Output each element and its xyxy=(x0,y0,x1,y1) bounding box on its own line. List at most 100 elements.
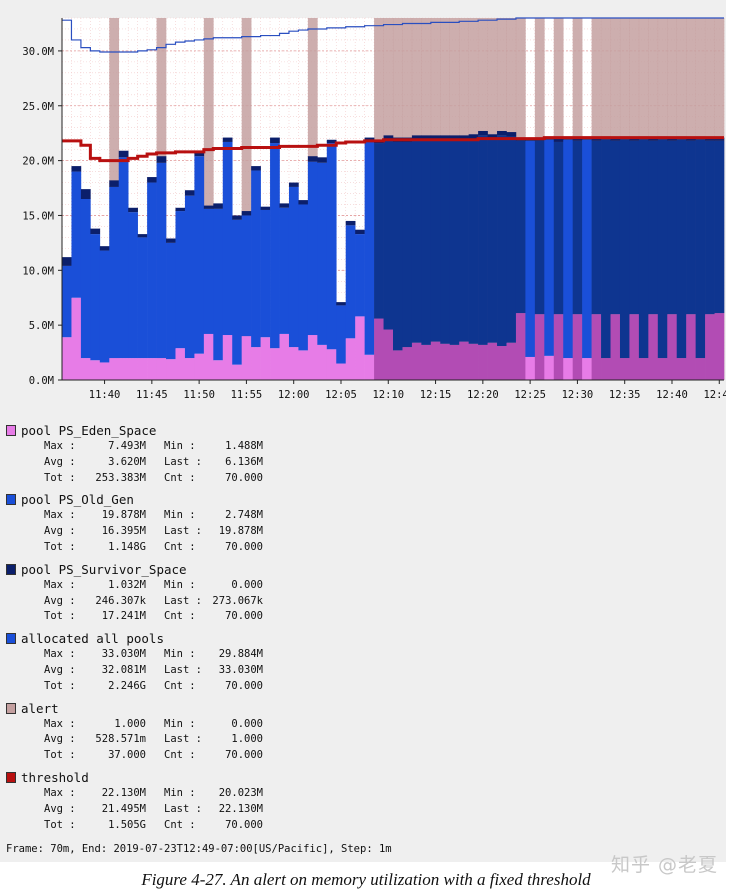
eden-bar xyxy=(137,358,148,380)
y-tick-label: 15.0M xyxy=(22,210,54,222)
old-gen-bar xyxy=(468,138,479,344)
stat-cell: 33.030M xyxy=(101,648,146,661)
stat-cell: Avg : xyxy=(44,525,76,538)
survivor-bar xyxy=(260,206,271,210)
stat-cell: 16.395M xyxy=(101,525,146,538)
stat-cell: Tot : xyxy=(44,818,76,831)
old-gen-bar xyxy=(714,140,725,314)
x-tick-label: 11:40 xyxy=(89,389,121,401)
stat-cell: 0.000 xyxy=(231,578,263,591)
survivor-bar xyxy=(497,130,507,136)
eden-bar xyxy=(270,348,280,380)
legend-stats: Max : 7.493M Min : 1.488M Avg : 3.620M Last : 6… xyxy=(44,439,406,486)
stat-cell: Cnt : xyxy=(164,818,196,831)
old-gen-bar xyxy=(449,139,460,345)
stat-cell: 1.032M xyxy=(108,578,146,591)
stat-cell: Tot : xyxy=(44,610,76,623)
legend-entry-title: allocated all pools xyxy=(6,630,406,647)
eden-bar xyxy=(544,355,555,380)
eden-bar xyxy=(525,356,536,380)
legend-entry: allocated all pools Max : 33.030M Min : 29.8… xyxy=(6,630,406,694)
stat-cell: 273.067k xyxy=(212,594,263,607)
old-gen-bar xyxy=(648,140,659,315)
old-gen-bar xyxy=(553,141,564,315)
old-gen-bar xyxy=(534,140,545,315)
survivor-bar xyxy=(71,166,82,172)
eden-bar xyxy=(307,335,318,380)
stat-cell: Last : xyxy=(164,594,202,607)
eden-bar xyxy=(497,345,507,380)
series-lines xyxy=(62,17,724,163)
survivor-bar xyxy=(421,135,432,140)
eden-bar xyxy=(393,350,403,380)
eden-bar xyxy=(62,337,72,380)
stat-row: Max : 1.000 Min : 0.000 xyxy=(44,717,406,733)
stat-cell: Avg : xyxy=(44,802,76,815)
x-tick-label: 12:35 xyxy=(609,389,641,401)
stat-cell: Min : xyxy=(164,509,196,522)
survivor-bar xyxy=(288,182,299,187)
legend-swatch xyxy=(6,563,16,575)
eden-bar xyxy=(298,350,309,380)
old-gen-bar xyxy=(393,141,403,351)
old-gen-bar xyxy=(307,161,318,336)
survivor-bar xyxy=(468,134,479,139)
stat-cell: Avg : xyxy=(44,455,76,468)
survivor-bar xyxy=(166,238,176,243)
y-tick-label: 25.0M xyxy=(22,101,54,113)
survivor-bar xyxy=(459,135,469,140)
memory-chart: 0.0M 5.0M 10.0M 15.0M 20.0M 25.0M 30.0M 11:40 11… xyxy=(22,17,726,401)
eden-bar xyxy=(667,314,678,380)
legend-label: pool PS_Eden_Space xyxy=(21,423,157,438)
stat-row: Avg : 32.081M Last : 33.030M xyxy=(44,663,406,679)
stat-cell: Max : xyxy=(44,509,76,522)
legend-swatch xyxy=(6,633,16,645)
survivor-bar xyxy=(487,134,498,139)
stat-cell: Last : xyxy=(164,802,202,815)
eden-bar xyxy=(487,342,498,380)
eden-bar xyxy=(99,362,110,380)
survivor-bar xyxy=(317,157,328,163)
eden-bar xyxy=(553,314,564,380)
legend-entry-title: threshold xyxy=(6,769,406,786)
legend-entry-title: alert xyxy=(6,700,406,717)
figure-caption: Figure 4-27. An alert on memory utilizat… xyxy=(141,870,591,889)
eden-bar xyxy=(374,318,384,380)
y-tick-label: 30.0M xyxy=(22,46,54,58)
legend-entry: pool PS_Survivor_Space Max : 1.032M Min : 0.… xyxy=(6,561,406,625)
stat-row: Avg : 3.620M Last : 6.136M xyxy=(44,455,406,471)
stat-cell: Last : xyxy=(164,663,202,676)
old-gen-bar xyxy=(90,234,101,361)
stat-row: Avg : 16.395M Last : 19.878M xyxy=(44,524,406,540)
survivor-bar xyxy=(355,229,365,235)
survivor-bar xyxy=(591,137,602,141)
survivor-bar xyxy=(241,211,252,216)
stat-cell: 1.488M xyxy=(225,440,263,452)
stat-cell: Tot : xyxy=(44,540,76,553)
stat-cell: 37.000 xyxy=(108,749,146,762)
survivor-bar xyxy=(307,156,318,162)
legend-label: pool PS_Old_Gen xyxy=(21,492,134,508)
survivor-bar xyxy=(90,228,101,235)
stat-cell: 246.307k xyxy=(95,594,146,607)
survivor-bar xyxy=(478,130,488,136)
old-gen-bar xyxy=(544,139,555,356)
survivor-bar xyxy=(194,151,205,157)
old-gen-bar xyxy=(478,135,488,345)
survivor-bar xyxy=(222,137,233,142)
old-gen-bar xyxy=(487,138,498,343)
x-tick-label: 12:40 xyxy=(656,389,688,401)
survivor-bar xyxy=(572,137,583,141)
chart-panel: 0.0M 5.0M 10.0M 15.0M 20.0M 25.0M 30.0M 11:40 11… xyxy=(0,0,726,862)
stat-cell: 20.023M xyxy=(218,786,263,799)
stat-cell: Max : xyxy=(44,717,76,730)
legend-entry: alert Max : 1.000 Min : 0.000 Avg : 528.571m La… xyxy=(6,700,406,764)
eden-bar xyxy=(80,358,91,380)
old-gen-bar xyxy=(175,211,186,349)
eden-bar xyxy=(232,364,242,380)
x-tick-label: 12:20 xyxy=(467,389,499,401)
old-gen-bar xyxy=(147,182,157,359)
old-gen-bar xyxy=(383,139,394,330)
eden-bar xyxy=(440,343,451,380)
eden-bar xyxy=(506,342,517,380)
